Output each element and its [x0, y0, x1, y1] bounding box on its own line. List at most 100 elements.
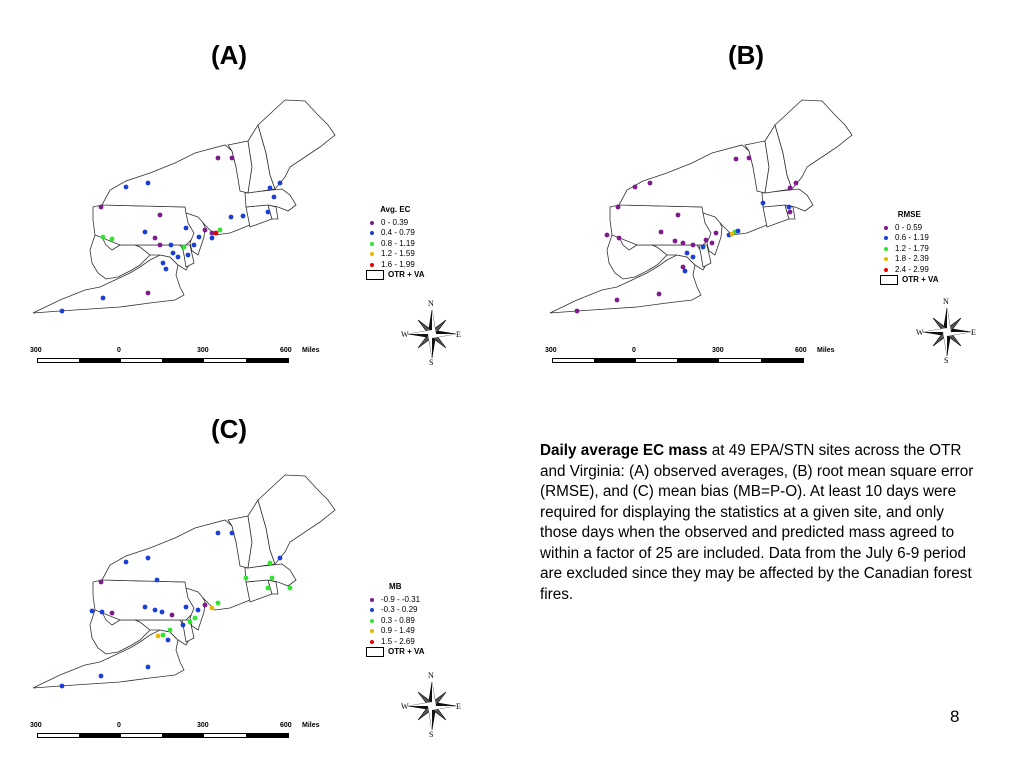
site-marker [187, 619, 193, 625]
scale-bar-segment [79, 734, 121, 737]
legend-item-label: -0.9 - -0.31 [381, 594, 421, 604]
site-marker [217, 227, 223, 233]
site-marker [680, 240, 686, 246]
site-marker [615, 204, 621, 210]
site-marker [98, 673, 104, 679]
site-marker [682, 268, 688, 274]
panel-b-map [549, 99, 853, 314]
legend-item: 0.9 - 1.49 [366, 626, 425, 637]
state-outline [762, 204, 790, 228]
legend-item-label: 0.6 - 1.19 [895, 233, 929, 242]
legend-dot-green [884, 246, 888, 251]
state-outline [244, 563, 297, 587]
site-marker [277, 555, 283, 561]
compass-w-label: W [401, 702, 409, 711]
panel-b-compass-rose: N S W E [913, 297, 981, 366]
site-marker [228, 214, 234, 220]
slide-number: 8 [950, 707, 960, 726]
site-marker [154, 577, 160, 583]
scale-label: 300 [197, 347, 209, 354]
scale-bar-segment [761, 359, 803, 362]
state-outline [257, 474, 336, 565]
site-marker [215, 600, 221, 606]
site-marker [604, 232, 610, 238]
site-marker [746, 155, 752, 161]
compass-w-label: W [401, 330, 409, 339]
site-marker [684, 250, 690, 256]
legend-item: 2.4 - 2.99 [880, 265, 939, 276]
compass-e-label: E [456, 330, 461, 339]
panel-b-scale-bar: 300 0 300 600 Miles [545, 347, 845, 367]
site-marker [277, 180, 283, 186]
state-outline [774, 99, 853, 190]
site-marker [760, 200, 766, 206]
panel-a-site-markers [59, 155, 283, 314]
boundary-label: OTR + VA [388, 647, 425, 656]
state-outline [245, 579, 273, 603]
legend-dot-purple [370, 220, 374, 225]
site-marker [616, 235, 622, 241]
compass-n-label: N [428, 671, 434, 680]
legend-boundary: OTR + VA [880, 275, 939, 286]
panel-a-state-outlines [32, 99, 336, 314]
site-marker [202, 602, 208, 608]
site-marker [690, 254, 696, 260]
site-marker [700, 244, 706, 250]
boundary-swatch [366, 270, 384, 281]
site-marker [202, 227, 208, 233]
site-marker [213, 230, 219, 236]
panel-c-legend-title: MB [389, 582, 402, 591]
site-marker [240, 213, 246, 219]
scale-bar-segment [246, 359, 288, 362]
site-marker [267, 185, 273, 191]
site-marker [98, 579, 104, 585]
legend-item: 0.8 - 1.19 [366, 239, 425, 250]
site-marker [656, 291, 662, 297]
site-marker [152, 607, 158, 613]
site-marker [59, 683, 65, 689]
state-outline [609, 204, 714, 246]
legend-item: 0 - 0.59 [880, 223, 939, 234]
compass-star-icon [922, 307, 972, 357]
scale-bar-segment [162, 359, 204, 362]
state-outline [92, 204, 197, 246]
site-marker [100, 295, 106, 301]
site-marker [99, 609, 105, 615]
legend-item: 1.8 - 2.39 [880, 254, 939, 265]
site-marker [675, 212, 681, 218]
site-marker [163, 266, 169, 272]
legend-item-label: 1.5 - 2.69 [381, 636, 415, 646]
site-marker [123, 184, 129, 190]
legend-item: -0.9 - -0.31 [366, 595, 425, 606]
compass-s-label: S [944, 356, 949, 365]
panel-b-title: (B) [728, 40, 765, 70]
scale-label: 0 [117, 347, 121, 354]
panel-b-state-outlines [549, 99, 853, 314]
legend-boundary: OTR + VA [366, 647, 425, 658]
site-marker [183, 225, 189, 231]
legend-dot-blue [370, 608, 374, 613]
scale-label: 600 [795, 347, 807, 354]
site-marker [160, 260, 166, 266]
site-marker [735, 228, 741, 234]
compass-n-label: N [428, 299, 434, 308]
legend-item: 0.3 - 0.89 [366, 616, 425, 627]
legend-item: 0.4 - 0.79 [366, 228, 425, 239]
state-outline [89, 234, 151, 280]
scale-label: 300 [712, 347, 724, 354]
legend-item-label: 0 - 0.59 [895, 222, 923, 232]
site-marker [183, 604, 189, 610]
compass-highlight [408, 682, 456, 730]
scale-label: 0 [117, 722, 121, 729]
panel-c-compass-rose: N S W E [398, 671, 466, 740]
legend-item-label: 1.2 - 1.79 [895, 243, 929, 253]
legend-item: 1.2 - 1.59 [366, 249, 425, 260]
legend-item-label: 2.4 - 2.99 [895, 264, 929, 274]
panel-a-title: (A) [211, 40, 248, 70]
figure-caption: Daily average EC mass at 49 EPA/STN site… [540, 441, 975, 605]
scale-bar-segment [246, 734, 288, 737]
boundary-label: OTR + VA [902, 275, 939, 284]
compass-n-label: N [943, 297, 949, 306]
legend-item: 0 - 0.39 [366, 218, 425, 229]
legend-dot-green [370, 618, 374, 623]
